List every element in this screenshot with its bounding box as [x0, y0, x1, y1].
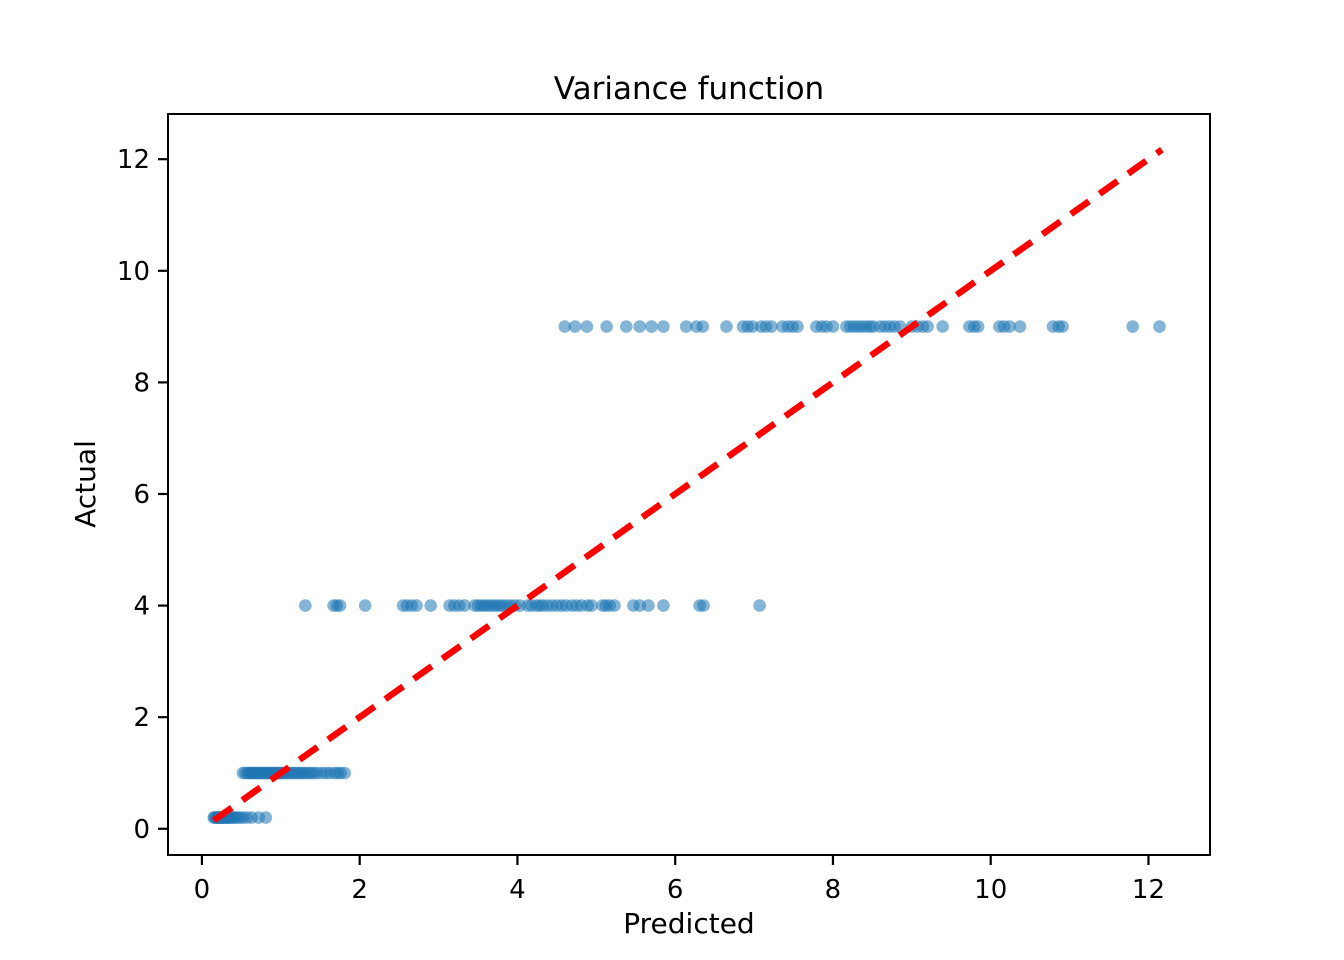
scatter-point [679, 320, 693, 333]
scatter-point [657, 320, 670, 333]
x-tick-label: 12 [1132, 875, 1165, 905]
scatter-point [645, 320, 658, 333]
scatter-point [1153, 320, 1166, 333]
scatter-point [259, 811, 273, 824]
y-axis-label: Actual [69, 440, 102, 528]
scatter-point [558, 320, 572, 333]
y-tick-label: 12 [117, 145, 150, 175]
x-tick-label: 6 [667, 875, 684, 905]
y-tick-label: 2 [133, 703, 150, 733]
scatter-point [338, 766, 352, 780]
scatter-point [358, 599, 372, 612]
y-tick-label: 6 [133, 480, 150, 510]
y-tick-label: 0 [133, 815, 150, 845]
scatter-point [971, 320, 985, 333]
plot-area: 0 2 4 6 8 10 12 0 2 4 6 8 10 12 [117, 113, 1211, 905]
y-tick-label: 4 [133, 592, 150, 622]
scatter-point [1056, 320, 1069, 333]
x-tick-label: 2 [351, 875, 368, 905]
scatter-point [746, 320, 759, 333]
scatter-point [600, 320, 613, 333]
scatter-point [620, 320, 633, 333]
y-tick-label: 10 [117, 257, 150, 287]
identity-line [211, 147, 1164, 824]
scatter-point [936, 320, 949, 333]
chart-title: Variance function [554, 71, 824, 107]
scatter-point [791, 320, 804, 333]
scatter-point [299, 599, 312, 612]
x-tick-label: 0 [194, 875, 211, 905]
scatter-point [333, 599, 347, 612]
axes-spines [167, 113, 1211, 856]
scatter-point [424, 599, 438, 612]
x-axis-label: Predicted [623, 907, 754, 940]
scatter-point [608, 599, 621, 612]
scatter-point [458, 599, 471, 612]
scatter-point [580, 320, 594, 333]
scatter-point [568, 320, 582, 333]
scatter-point [720, 320, 733, 333]
scatter-point [1003, 320, 1016, 333]
scatter-point [642, 599, 655, 612]
scatter-point [633, 320, 646, 333]
scatter-point [765, 320, 778, 333]
scatter-point [410, 599, 423, 612]
scatter-point [921, 320, 934, 333]
x-tick-label: 8 [825, 875, 842, 905]
scatter-point [633, 599, 646, 612]
scatter-point [1126, 320, 1139, 333]
scatter-point [696, 320, 710, 333]
x-tick-label: 4 [509, 875, 526, 905]
scatter-point [826, 320, 840, 333]
y-tick-label: 8 [133, 368, 150, 398]
scatter-point [1013, 320, 1027, 333]
scatter-point [657, 599, 670, 612]
scatter-point [697, 599, 710, 612]
scatter-point [585, 599, 598, 612]
x-tick-label: 10 [974, 875, 1007, 905]
scatter-point [753, 599, 766, 612]
